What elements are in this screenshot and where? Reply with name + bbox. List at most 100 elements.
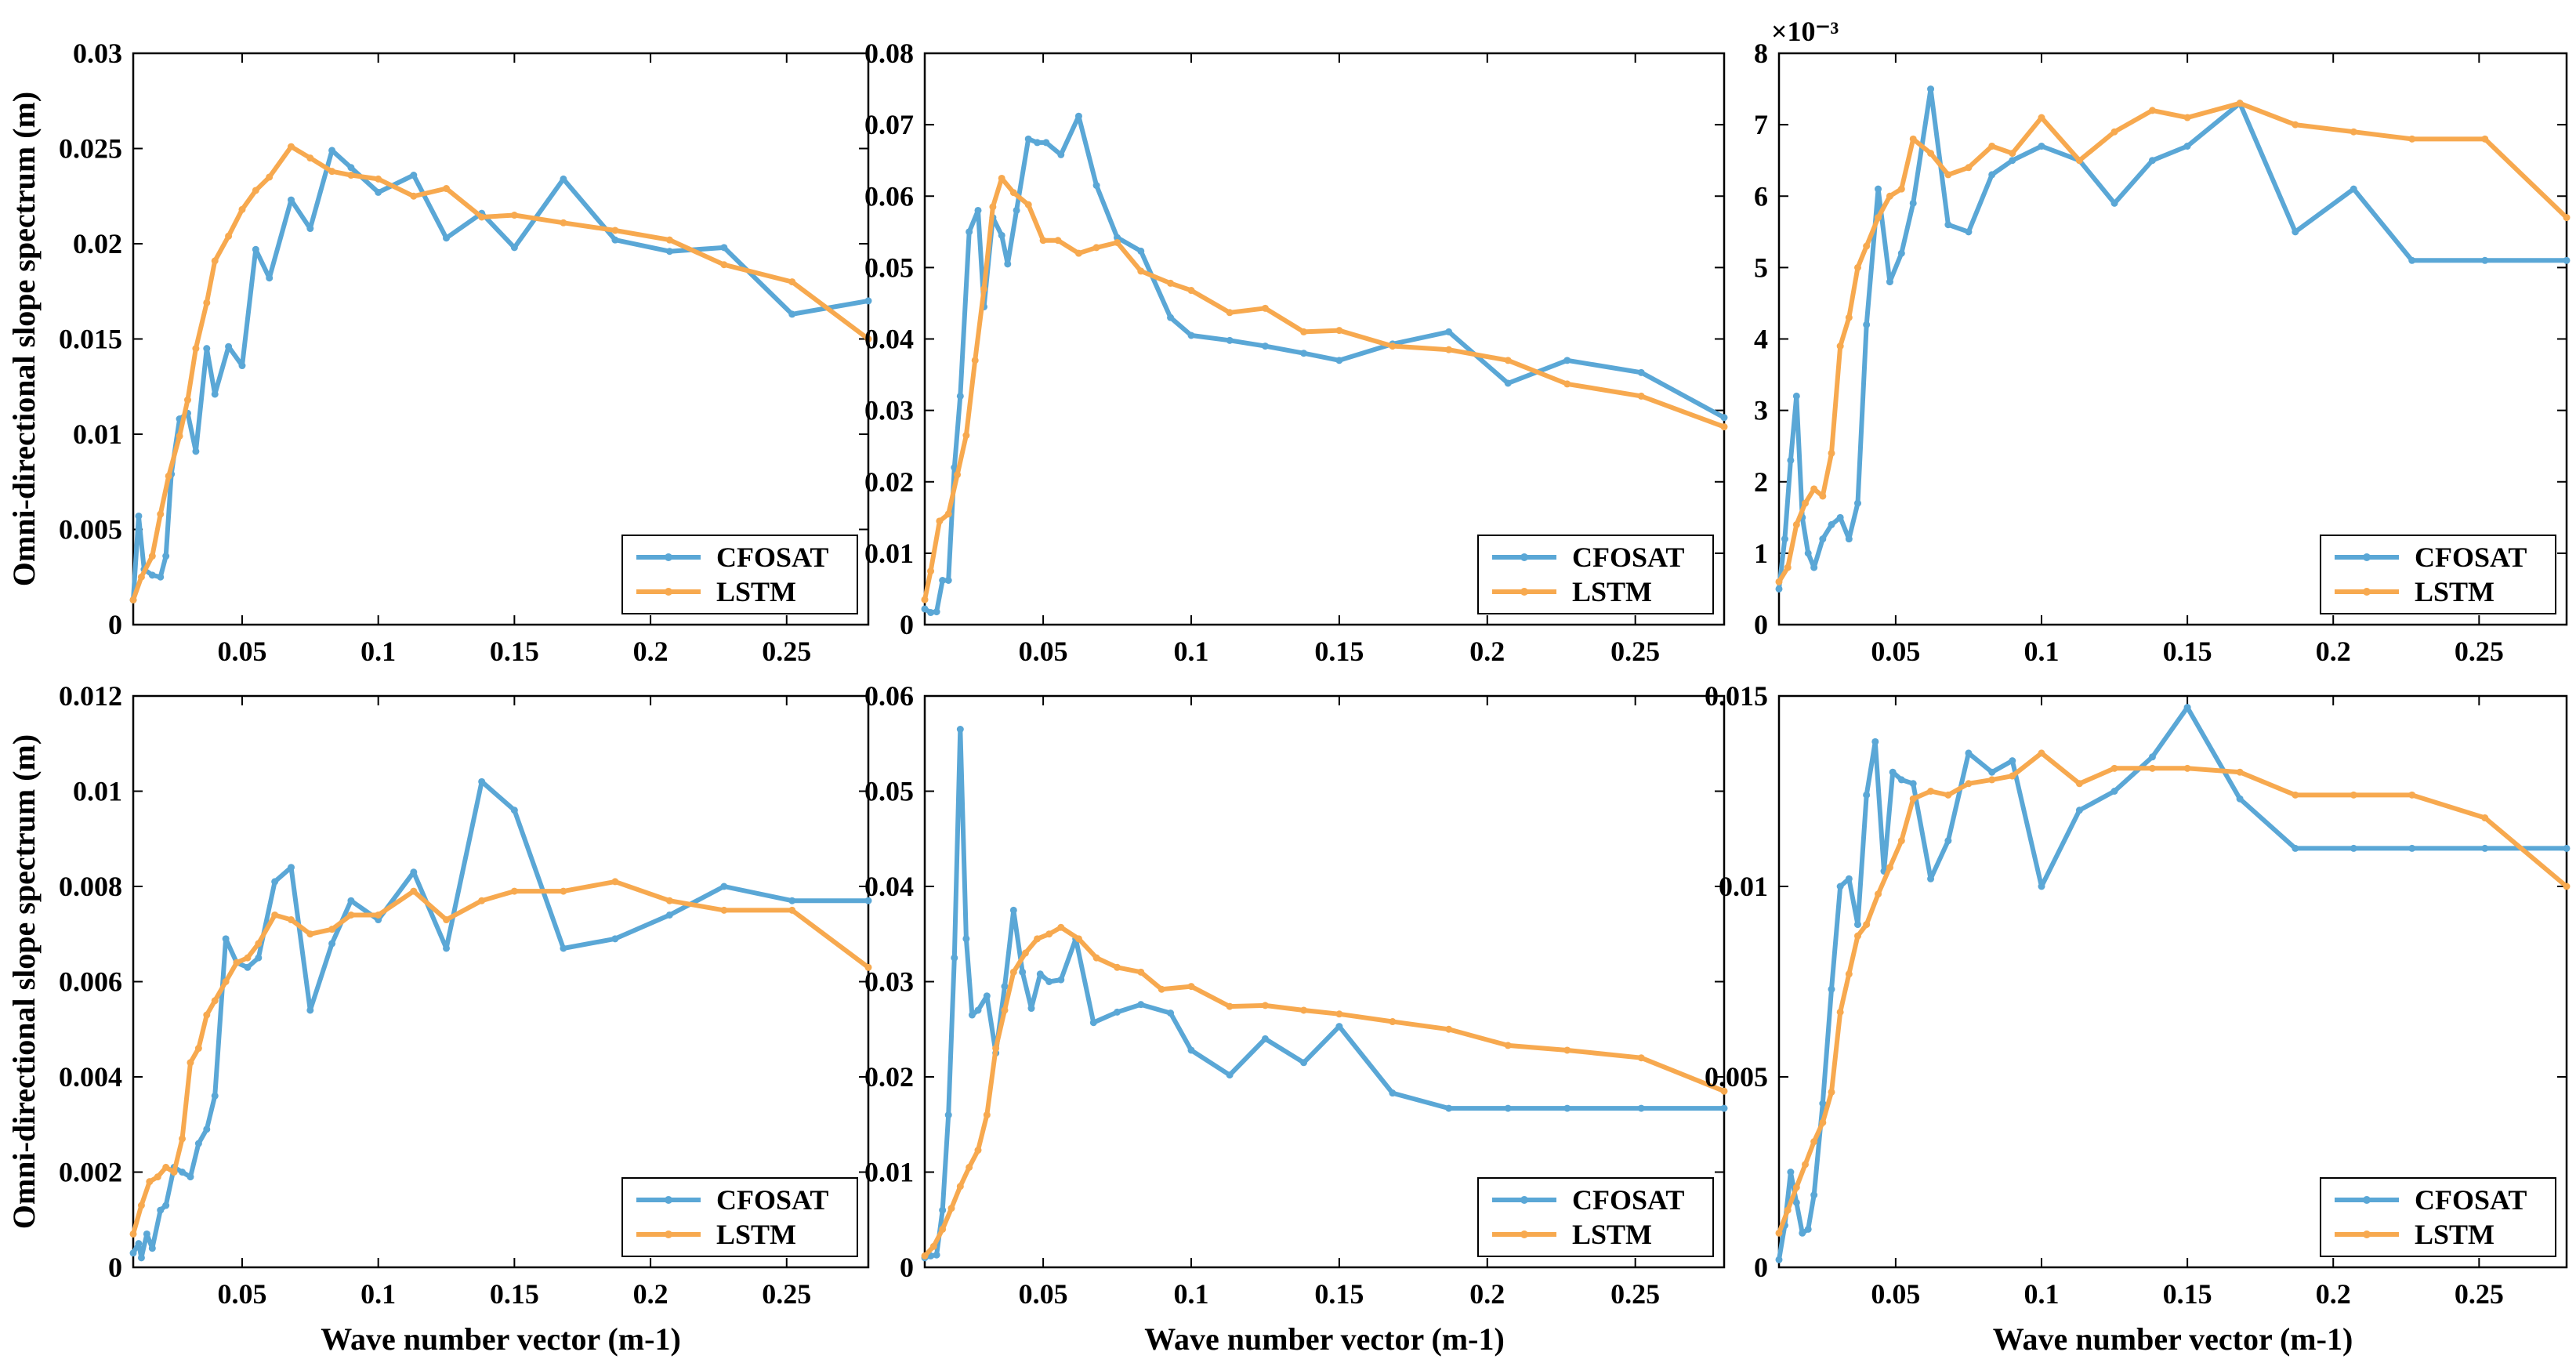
data-point-lstm — [1057, 923, 1065, 931]
y-tick-label: 0.06 — [864, 180, 914, 212]
y-tick-label: 0.08 — [864, 38, 914, 69]
data-point-lstm — [1863, 242, 1871, 250]
data-point-cfosat — [1637, 1104, 1645, 1112]
y-tick-label: 0 — [900, 1252, 914, 1283]
data-point-lstm — [1563, 380, 1571, 388]
legend-box — [1477, 1177, 1714, 1257]
data-point-lstm — [1810, 485, 1818, 493]
data-point-cfosat — [560, 944, 567, 952]
data-point-cfosat — [510, 244, 518, 252]
data-point-lstm — [998, 174, 1005, 182]
x-tick-label: 0.1 — [1174, 1278, 1209, 1310]
y-tick-label: 0 — [900, 609, 914, 640]
data-point-cfosat — [720, 244, 728, 252]
data-point-lstm — [211, 997, 219, 1005]
data-point-cfosat — [1988, 768, 1996, 776]
x-tick-label: 0.15 — [1314, 1278, 1364, 1310]
x-tick-label: 0.05 — [1019, 1278, 1068, 1310]
data-point-cfosat — [956, 726, 964, 734]
data-point-lstm — [478, 897, 486, 904]
data-point-cfosat — [192, 448, 200, 455]
data-point-lstm — [665, 897, 673, 904]
data-point-lstm — [375, 175, 382, 183]
data-point-cfosat — [1137, 247, 1145, 255]
data-point-cfosat — [203, 1125, 211, 1133]
data-point-cfosat — [788, 310, 796, 318]
data-point-cfosat — [1261, 342, 1269, 350]
data-point-cfosat — [560, 175, 567, 183]
data-point-cfosat — [1563, 357, 1571, 364]
data-point-cfosat — [1810, 564, 1818, 571]
data-point-lstm — [1187, 983, 1195, 991]
data-point-lstm — [720, 906, 728, 914]
data-point-lstm — [2408, 135, 2416, 143]
data-point-lstm — [1504, 1042, 1512, 1049]
y-tick-label: 0.01 — [73, 776, 122, 807]
data-point-lstm — [192, 345, 200, 353]
data-point-cfosat — [1004, 260, 1012, 268]
data-point-lstm — [974, 1147, 982, 1154]
y-tick-label: 0.05 — [864, 776, 914, 807]
x-tick-label: 0.1 — [1174, 636, 1209, 667]
data-point-lstm — [1074, 935, 1082, 943]
data-point-cfosat — [1927, 85, 1935, 93]
data-point-lstm — [2408, 791, 2416, 799]
data-point-cfosat — [135, 1240, 143, 1248]
legend-label-lstm: LSTM — [2415, 1219, 2494, 1250]
legend-label-lstm: LSTM — [716, 576, 796, 607]
data-point-cfosat — [238, 362, 246, 370]
data-point-lstm — [2110, 128, 2118, 136]
y-tick-label: 0.004 — [59, 1061, 122, 1093]
data-point-lstm — [1021, 949, 1029, 957]
data-point-lstm — [1802, 1161, 1809, 1169]
data-point-lstm — [954, 471, 962, 479]
data-point-lstm — [2038, 114, 2045, 121]
data-point-cfosat — [1720, 414, 1728, 422]
data-point-cfosat — [1810, 1191, 1818, 1199]
data-point-cfosat — [1871, 738, 1879, 745]
x-tick-label: 0.25 — [2455, 636, 2504, 667]
data-point-lstm — [328, 168, 336, 176]
legend-label-lstm: LSTM — [1572, 1219, 1652, 1250]
data-point-cfosat — [1854, 499, 1861, 507]
data-point-lstm — [146, 1178, 154, 1186]
data-point-cfosat — [1819, 535, 1827, 543]
chart-panel-top-middle: 0.05 0.1 0.15 0.2 0.25 0 0.01 0.02 0.03 0.04 0.05 0… — [864, 38, 1728, 667]
data-point-cfosat — [148, 571, 156, 579]
data-point-cfosat — [2292, 844, 2299, 852]
data-point-cfosat — [2009, 157, 2016, 165]
data-point-lstm — [1563, 1046, 1571, 1054]
data-point-lstm — [1897, 185, 1905, 193]
series-line-lstm — [1777, 750, 2568, 1234]
data-point-cfosat — [271, 878, 279, 886]
data-point-cfosat — [347, 164, 355, 172]
data-point-lstm — [665, 236, 673, 244]
legend-marker-lstm — [665, 588, 672, 596]
data-point-cfosat — [1965, 749, 1973, 757]
data-point-lstm — [222, 978, 230, 985]
data-point-cfosat — [129, 1249, 137, 1257]
data-point-lstm — [1875, 890, 1882, 898]
x-axis-label: Wave number vector (m-1) — [1144, 1321, 1505, 1357]
data-point-cfosat — [244, 963, 252, 971]
data-point-lstm — [989, 203, 997, 211]
data-point-lstm — [1927, 150, 1935, 158]
data-point-cfosat — [2075, 806, 2083, 814]
x-tick-label: 0.25 — [762, 1278, 811, 1310]
data-point-lstm — [1300, 1006, 1308, 1014]
data-point-lstm — [410, 887, 418, 895]
data-point-lstm — [165, 472, 172, 480]
data-point-cfosat — [287, 196, 295, 204]
data-point-cfosat — [2148, 157, 2156, 165]
data-point-lstm — [2075, 780, 2083, 788]
data-point-cfosat — [2350, 185, 2357, 193]
data-point-cfosat — [1036, 970, 1044, 978]
data-point-cfosat — [2408, 844, 2416, 852]
data-point-lstm — [306, 154, 314, 162]
data-point-cfosat — [966, 228, 973, 236]
data-point-lstm — [611, 878, 619, 886]
data-point-cfosat — [951, 954, 958, 962]
data-point-cfosat — [1854, 921, 1861, 929]
data-point-lstm — [1074, 249, 1082, 257]
plot-frame — [1777, 694, 2568, 1269]
